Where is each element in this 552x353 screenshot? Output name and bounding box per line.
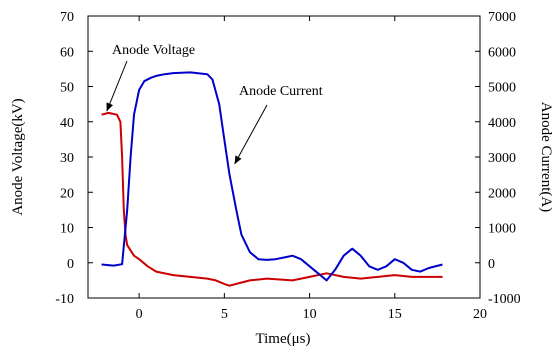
x-tick-label: 15 [388,307,402,322]
y-right-tick-label: 7000 [488,10,516,25]
annotation-arrow-head [234,155,242,165]
y-right-tick-label: 5000 [488,81,516,96]
x-tick-label: 10 [303,307,317,322]
series-line-anode-voltage [101,111,443,287]
y-left-tick-label: 60 [60,45,74,60]
series-line-anode-current [101,71,443,282]
y-right-tick-label: 2000 [488,186,516,201]
y-left-tick-label: -10 [55,292,74,307]
y-right-tick-label: -1000 [488,292,521,307]
annotation-arrow-line [234,104,268,165]
x-tick-label: 5 [221,307,228,322]
y-left-tick-label: 30 [60,151,74,166]
axis-ticks: 0 5 10 15 20 -10 0 10 20 30 40 50 60 70 -1000 0 1000 2000… [55,10,520,322]
x-axis-label: Time(μs) [256,331,311,347]
annotation-arrow-head [106,102,113,112]
plot-frame [87,15,481,299]
y-left-tick-label: 10 [60,222,74,237]
annotation-layer: Anode Voltage Anode Current [106,43,323,165]
y-right-tick-label: 4000 [488,116,516,131]
y-axis-label-right: Anode Current(A) [538,102,552,212]
y-left-tick-label: 40 [60,116,74,131]
y-left-tick-label: 0 [67,257,74,272]
y-right-tick-label: 3000 [488,151,516,166]
annotation-arrow-line [106,60,128,112]
y-left-tick-label: 50 [60,81,74,96]
y-right-tick-label: 0 [488,257,495,272]
annotation-label: Anode Current [239,84,323,99]
series-layer [101,71,443,287]
annotation-label: Anode Voltage [112,43,195,58]
y-axis-label-left: Anode Voltage(kV) [10,98,26,215]
y-left-tick-label: 70 [60,10,74,25]
y-left-tick-label: 20 [60,186,74,201]
x-tick-label: 20 [473,307,487,322]
y-right-tick-label: 6000 [488,45,516,60]
x-tick-label: 0 [136,307,143,322]
y-right-tick-label: 1000 [488,222,516,237]
